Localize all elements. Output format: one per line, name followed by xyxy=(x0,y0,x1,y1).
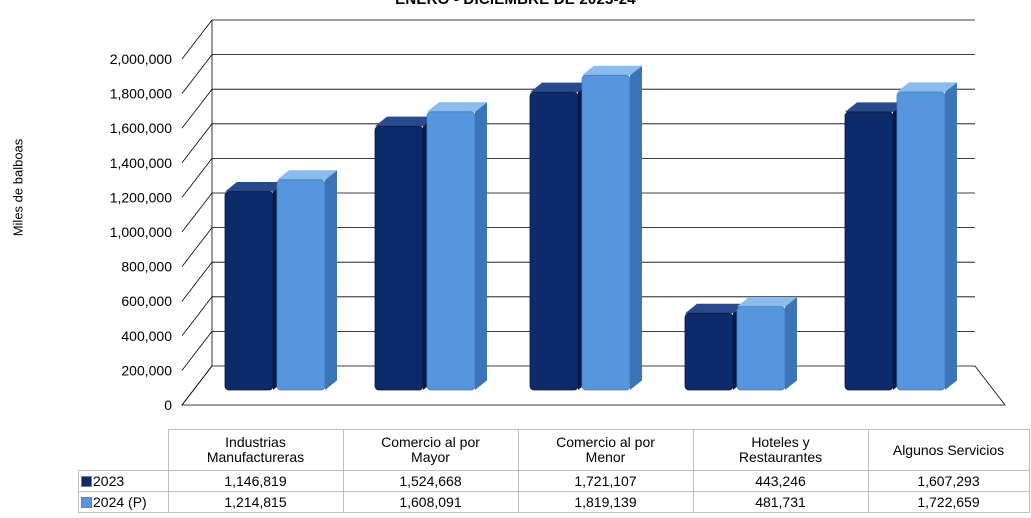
data-label: 1,214,815 xyxy=(167,491,344,513)
y-tick-label: 1,200,000 xyxy=(110,189,172,205)
legend-entry: 2024 (P) xyxy=(78,491,169,513)
bar-2024P-1 xyxy=(426,111,476,391)
bar-top xyxy=(845,102,905,112)
bar-side xyxy=(785,297,797,390)
bar-side xyxy=(325,170,337,390)
y-tick-label: 600,000 xyxy=(121,293,172,309)
bar-top xyxy=(427,102,487,112)
bar-side xyxy=(475,102,487,390)
legend-label: 2023 xyxy=(93,473,125,489)
legend-key-2023 xyxy=(81,476,92,487)
bar-2023-0 xyxy=(224,191,274,391)
y-tick-label: 400,000 xyxy=(121,328,172,344)
data-label: 1,608,091 xyxy=(342,491,519,513)
data-table-header: Industrias Manufactureras Comercio al por… xyxy=(79,429,1030,471)
y-tick-label: 200,000 xyxy=(121,362,172,378)
data-label: 1,607,293 xyxy=(867,470,1030,492)
bar-side xyxy=(945,82,957,391)
bar-top xyxy=(375,116,435,127)
legend-entry: 2023 xyxy=(78,470,169,492)
data-table: Industrias Manufactureras Comercio al por… xyxy=(78,429,1030,513)
data-table-row: 2023 1,146,819 1,524,668 1,721,107 443,2… xyxy=(78,470,1030,492)
bar-top xyxy=(530,82,590,93)
gridline-side xyxy=(181,88,213,129)
category-label: Comercio al por Mayor xyxy=(342,429,519,471)
data-table-row: 2024 (P) 1,214,815 1,608,091 1,819,139 4… xyxy=(78,491,1030,513)
bar-2024P-2 xyxy=(581,74,631,391)
bar-2023-1 xyxy=(374,125,424,391)
gridline-side xyxy=(181,54,213,94)
category-label: Comercio al por Menor xyxy=(517,429,694,471)
data-label: 1,146,819 xyxy=(167,470,344,492)
bar-2024P-4 xyxy=(896,91,946,391)
bar-top xyxy=(277,170,337,180)
bar-side xyxy=(630,65,642,391)
bar-2024P-0 xyxy=(276,179,326,391)
category-label: Hoteles y Restaurantes xyxy=(692,429,869,471)
legend-label: 2024 (P) xyxy=(93,494,147,510)
y-tick-label: 2,000,000 xyxy=(110,51,172,67)
y-axis-ticks: 0 200,000 400,000 600,000 800,000 1,000,000 1,… xyxy=(110,51,173,413)
data-label: 1,721,107 xyxy=(517,470,694,492)
gridline-side xyxy=(181,296,213,337)
category-label: Industrias Manufactureras xyxy=(167,429,344,471)
gridline-side xyxy=(181,192,213,233)
bar-2023-4 xyxy=(844,111,894,391)
gridline-side xyxy=(181,261,213,302)
bar-top xyxy=(685,303,745,314)
y-tick-label: 0 xyxy=(164,397,172,413)
data-table-corner xyxy=(79,430,169,471)
gridline-side xyxy=(181,365,213,406)
legend-key-2024 xyxy=(81,497,92,508)
bar-2023-3 xyxy=(684,312,734,391)
data-label: 443,246 xyxy=(692,470,869,492)
y-tick-label: 1,000,000 xyxy=(110,224,172,240)
bar-top xyxy=(582,65,642,76)
bars xyxy=(224,65,957,391)
bar-2024P-3 xyxy=(736,306,786,391)
y-tick-label: 800,000 xyxy=(121,259,172,275)
data-label: 481,731 xyxy=(692,491,869,513)
data-label: 1,722,659 xyxy=(867,491,1030,513)
gridline-side xyxy=(181,331,213,371)
gridline-side xyxy=(181,158,213,198)
data-label: 1,524,668 xyxy=(342,470,519,492)
bar-top xyxy=(225,182,285,192)
y-tick-label: 1,600,000 xyxy=(110,120,172,136)
gridline-side xyxy=(181,19,213,60)
category-label: Algunos Servicios xyxy=(867,429,1030,471)
gridline-side xyxy=(181,123,213,164)
bar-top xyxy=(737,297,797,307)
data-label: 1,819,139 xyxy=(517,491,694,513)
chart-plot: 0 200,000 400,000 600,000 800,000 1,000,000 1,… xyxy=(110,19,1006,413)
bar-2023-2 xyxy=(529,91,579,391)
bar-top xyxy=(897,82,957,92)
chart-title: ENERO - DICIEMBRE DE 2023-24 xyxy=(0,0,1031,8)
y-tick-label: 1,800,000 xyxy=(110,86,172,102)
gridline-side xyxy=(181,227,213,267)
y-tick-label: 1,400,000 xyxy=(110,155,172,171)
